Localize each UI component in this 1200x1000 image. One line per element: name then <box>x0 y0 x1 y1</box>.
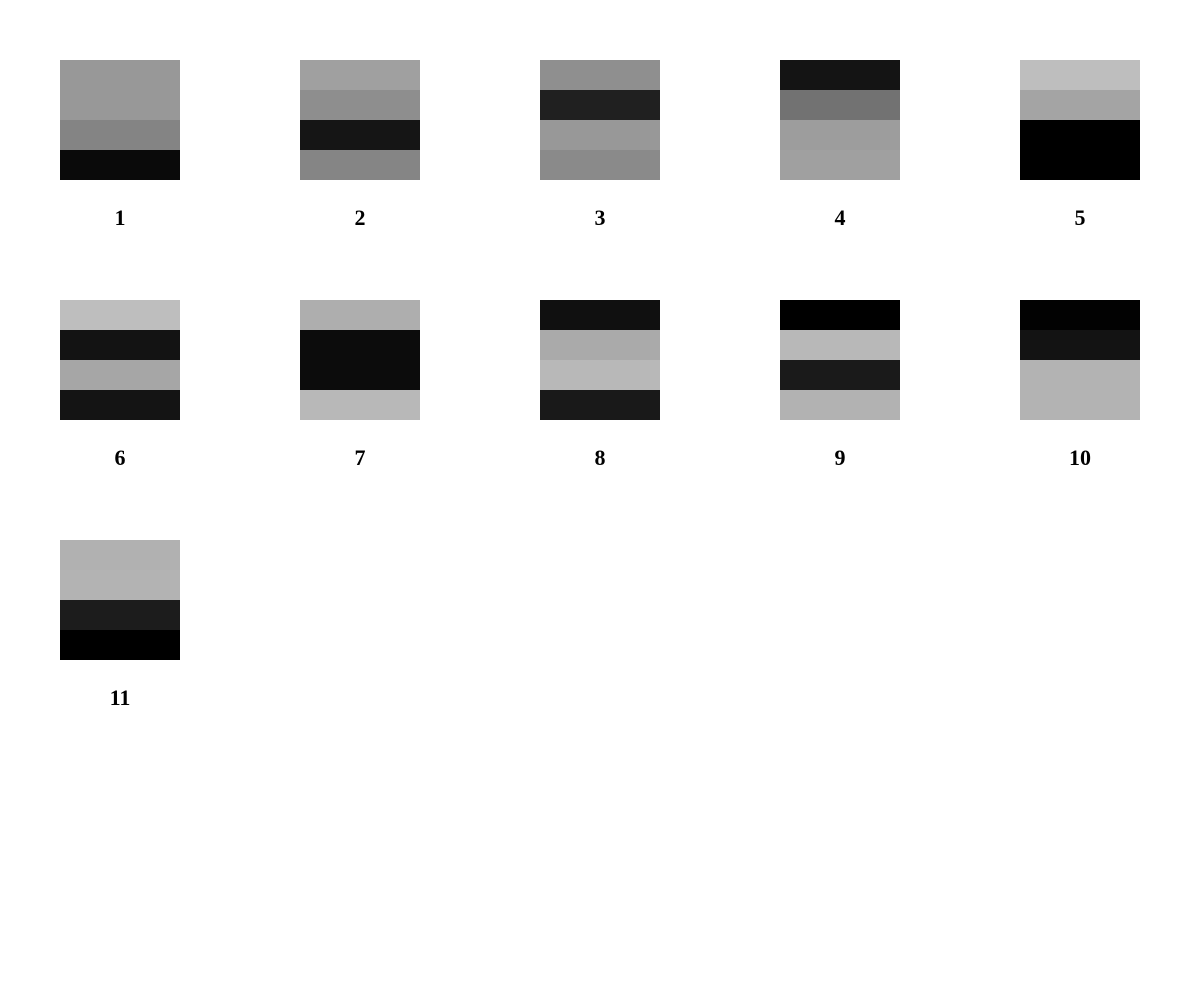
tile-band <box>60 570 180 600</box>
tile-band <box>60 150 180 180</box>
tile-band <box>780 90 900 120</box>
grayscale-tile: 10 <box>1020 300 1140 472</box>
grayscale-tile: 2 <box>300 60 420 232</box>
tile-label: 7 <box>354 445 366 470</box>
tile-swatch <box>60 60 180 180</box>
tile-band <box>780 300 900 330</box>
tile-band <box>60 300 180 330</box>
tile-band <box>300 60 420 90</box>
tile-band <box>60 330 180 360</box>
grayscale-tile: 3 <box>540 60 660 232</box>
grayscale-tile: 5 <box>1020 60 1140 232</box>
tile-band <box>540 390 660 420</box>
tile-band <box>60 360 180 390</box>
tile-band <box>1020 120 1140 150</box>
tile-band <box>540 330 660 360</box>
tile-swatch <box>780 60 900 180</box>
tile-band <box>60 540 180 570</box>
tile-band <box>60 390 180 420</box>
tile-band <box>1020 330 1140 360</box>
tile-label: 11 <box>109 685 131 710</box>
tile-band <box>300 120 420 150</box>
tile-band <box>540 60 660 90</box>
tile-band <box>300 90 420 120</box>
grayscale-tile: 1 <box>60 60 180 232</box>
grayscale-tile: 6 <box>60 300 180 472</box>
tile-band <box>60 630 180 660</box>
tile-band <box>1020 360 1140 390</box>
tile-label: 6 <box>114 445 126 470</box>
grayscale-tile: 8 <box>540 300 660 472</box>
tile-label: 1 <box>114 205 126 230</box>
tile-label: 3 <box>594 205 606 230</box>
tile-band <box>540 360 660 390</box>
tile-band <box>540 150 660 180</box>
tile-label: 5 <box>1074 205 1086 230</box>
tile-swatch <box>540 300 660 420</box>
tile-band <box>300 360 420 390</box>
tile-band <box>780 330 900 360</box>
tile-band <box>1020 150 1140 180</box>
tile-band <box>1020 300 1140 330</box>
tile-band <box>1020 390 1140 420</box>
grayscale-tile: 11 <box>60 540 180 712</box>
tile-band <box>1020 60 1140 90</box>
tile-band <box>60 600 180 630</box>
tile-swatch <box>300 60 420 180</box>
tile-band <box>300 150 420 180</box>
tile-swatch <box>780 300 900 420</box>
tile-label: 9 <box>834 445 846 470</box>
tile-band <box>1020 90 1140 120</box>
tile-band <box>60 90 180 120</box>
tile-band <box>300 390 420 420</box>
tile-band <box>780 60 900 90</box>
tile-swatch <box>1020 60 1140 180</box>
grayscale-tile: 4 <box>780 60 900 232</box>
tile-label: 2 <box>354 205 366 230</box>
tile-band <box>780 150 900 180</box>
tile-band <box>780 360 900 390</box>
tile-band <box>540 300 660 330</box>
tile-swatch <box>1020 300 1140 420</box>
tile-band <box>780 390 900 420</box>
grayscale-tile: 7 <box>300 300 420 472</box>
tile-band <box>540 120 660 150</box>
tile-band <box>60 60 180 90</box>
tile-swatch <box>60 540 180 660</box>
tile-swatch <box>60 300 180 420</box>
tile-band <box>540 90 660 120</box>
tile-swatch <box>300 300 420 420</box>
tile-label: 8 <box>594 445 606 470</box>
tile-band <box>300 330 420 360</box>
tile-label: 10 <box>1069 445 1091 470</box>
tile-swatch <box>540 60 660 180</box>
grayscale-tile: 9 <box>780 300 900 472</box>
tile-label: 4 <box>834 205 846 230</box>
tile-band <box>780 120 900 150</box>
tile-band <box>60 120 180 150</box>
tile-band <box>300 300 420 330</box>
